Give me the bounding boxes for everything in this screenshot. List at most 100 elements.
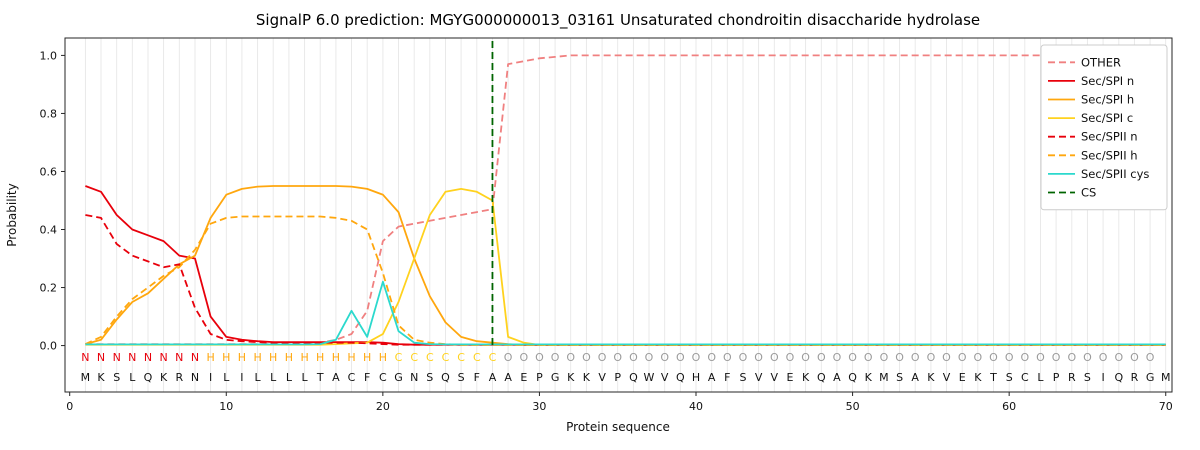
region-letter: H (222, 351, 230, 364)
legend-label-other: OTHER (1081, 55, 1121, 69)
y-axis-label: Probability (5, 183, 19, 246)
legend-label-sec-spi-c: Sec/SPI c (1081, 111, 1133, 125)
region-letter: H (379, 351, 387, 364)
sequence-letter: Q (441, 371, 450, 384)
x-tick-label: 40 (689, 400, 703, 413)
region-letter: O (582, 351, 591, 364)
region-letter: O (817, 351, 826, 364)
region-letter: O (645, 351, 654, 364)
region-letter: O (504, 351, 513, 364)
sequence-letter: K (927, 371, 935, 384)
region-letter: O (1036, 351, 1045, 364)
region-letter: O (848, 351, 857, 364)
sequence-letter: E (787, 371, 794, 384)
sequence-letter: P (536, 371, 543, 384)
sequence-letter: K (802, 371, 810, 384)
sequence-letter: F (364, 371, 370, 384)
region-letter: O (629, 351, 638, 364)
sequence-letter: S (458, 371, 465, 384)
sequence-letter: C (348, 371, 356, 384)
region-letter: O (739, 351, 748, 364)
sequence-letter: K (974, 371, 982, 384)
region-letter: O (1052, 351, 1061, 364)
region-letter: O (989, 351, 998, 364)
sequence-letter: G (394, 371, 403, 384)
sequence-letter: I (240, 371, 243, 384)
sequence-letter: L (302, 371, 309, 384)
region-letter: H (206, 351, 214, 364)
sequence-letter: I (209, 371, 212, 384)
y-tick-label: 0.8 (40, 107, 58, 120)
region-letter: N (175, 351, 183, 364)
y-tick-label: 0.2 (40, 282, 58, 295)
region-letter: O (754, 351, 763, 364)
region-letter: O (519, 351, 528, 364)
region-letter: O (1130, 351, 1139, 364)
sequence-letter: K (865, 371, 873, 384)
x-tick-label: 20 (376, 400, 390, 413)
region-letter: O (895, 351, 904, 364)
x-tick-label: 0 (66, 400, 73, 413)
sequence-letter: C (1021, 371, 1029, 384)
sequence-letter: A (708, 371, 716, 384)
x-tick-label: 10 (219, 400, 233, 413)
region-letter: O (786, 351, 795, 364)
region-letter: C (410, 351, 418, 364)
y-tick-label: 0.4 (40, 224, 58, 237)
region-letter: O (551, 351, 560, 364)
plot-border (64, 37, 1173, 393)
region-letter: O (833, 351, 842, 364)
legend-label-cs: CS (1081, 186, 1096, 200)
y-tick-label: 1.0 (40, 49, 58, 62)
region-letter: O (864, 351, 873, 364)
sequence-letter: V (771, 371, 779, 384)
sequence-letter: G (1146, 371, 1155, 384)
sequence-letter: E (520, 371, 527, 384)
legend-box (1040, 44, 1168, 211)
sequence-letter: L (129, 371, 136, 384)
sequence-letter: V (661, 371, 669, 384)
sequence-letter: Q (1114, 371, 1123, 384)
region-letter: O (942, 351, 951, 364)
region-letter: O (1005, 351, 1014, 364)
sequence-letter: S (896, 371, 903, 384)
x-tick-label: 50 (846, 400, 860, 413)
x-tick-label: 30 (532, 400, 546, 413)
sequence-letter: N (410, 371, 418, 384)
region-letter: H (269, 351, 277, 364)
sequence-letter: L (286, 371, 293, 384)
sequence-letter: Q (676, 371, 685, 384)
region-letter: H (253, 351, 261, 364)
legend-label-sec-spii-cys: Sec/SPII cys (1081, 167, 1149, 181)
sequence-letter: R (1131, 371, 1139, 384)
sequence-letter: H (692, 371, 700, 384)
region-letter: C (489, 351, 497, 364)
sequence-letter: T (316, 371, 324, 384)
sequence-letter: T (989, 371, 997, 384)
region-letter: N (128, 351, 136, 364)
sequence-letter: K (583, 371, 591, 384)
region-letter: O (566, 351, 575, 364)
sequence-letter: P (1053, 371, 1060, 384)
region-letter: O (958, 351, 967, 364)
sequence-letter: V (755, 371, 763, 384)
region-letter: O (1083, 351, 1092, 364)
sequence-letter: R (175, 371, 183, 384)
region-letter: C (395, 351, 403, 364)
sequence-letter: S (740, 371, 747, 384)
region-letter: H (363, 351, 371, 364)
sequence-letter: K (160, 371, 168, 384)
sequence-letter: S (1084, 371, 1091, 384)
region-letter: N (191, 351, 199, 364)
sequence-letter: A (911, 371, 919, 384)
region-letter: O (660, 351, 669, 364)
region-letter: N (113, 351, 121, 364)
legend-label-sec-spi-h: Sec/SPI h (1081, 93, 1134, 107)
region-letter: O (723, 351, 732, 364)
sequence-letter: S (113, 371, 120, 384)
sequence-letter: A (833, 371, 841, 384)
sequence-letter: L (223, 371, 230, 384)
x-tick-label: 60 (1002, 400, 1016, 413)
